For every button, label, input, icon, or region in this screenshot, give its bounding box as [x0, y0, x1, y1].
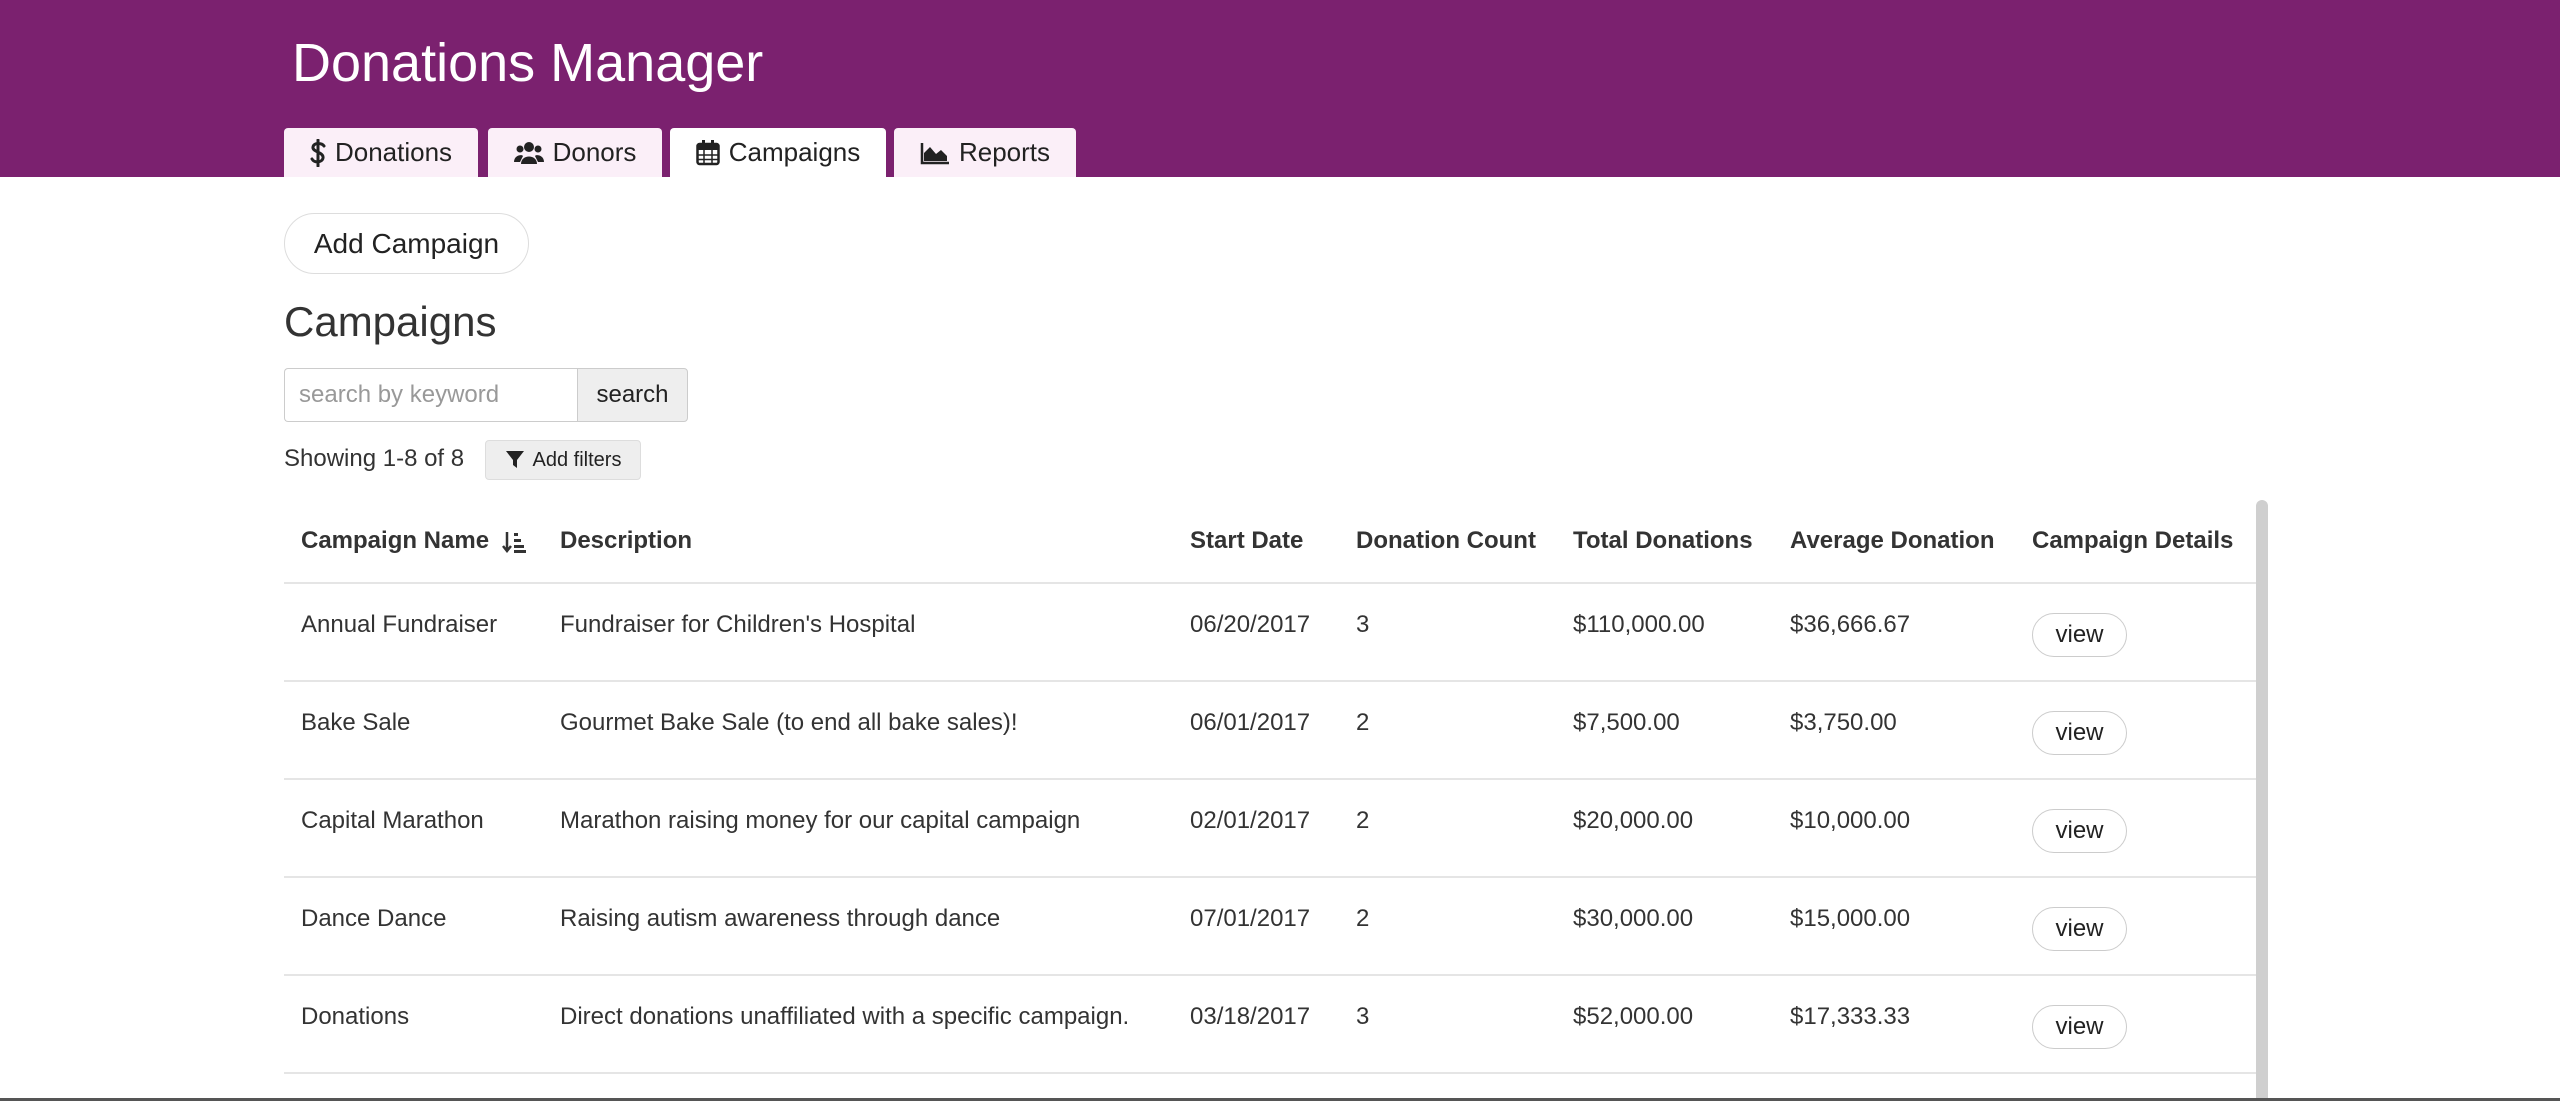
- cell-campaign-name: Donations: [301, 1003, 410, 1030]
- cell-donation-count: 3: [1356, 611, 1370, 638]
- window-bottom-edge: [0, 1098, 2560, 1101]
- results-count: Showing 1-8 of 8: [284, 445, 465, 472]
- cell-description: Direct donations unaffiliated with a spe…: [560, 1003, 1130, 1030]
- cell-donation-count: 3: [1356, 1003, 1370, 1030]
- cell-description: Fundraiser for Children's Hospital: [560, 611, 916, 638]
- cell-average-donation: $17,333.33: [1790, 1003, 1911, 1030]
- search-input[interactable]: [284, 368, 577, 422]
- tab-label: Donations: [334, 137, 453, 167]
- cell-average-donation: $15,000.00: [1790, 905, 1911, 932]
- cell-total-donations: $20,000.00: [1573, 807, 1694, 834]
- cell-average-donation: $10,000.00: [1790, 807, 1911, 834]
- calendar-icon: [695, 139, 720, 166]
- cell-campaign-name: Annual Fundraiser: [301, 611, 498, 638]
- column-header-average-donation[interactable]: Average Donation: [1790, 527, 1995, 554]
- cell-start-date: 06/01/2017: [1190, 709, 1311, 736]
- cell-campaign-name: Bake Sale: [301, 709, 411, 736]
- tab-label: Reports: [958, 137, 1051, 167]
- view-button[interactable]: view: [2032, 1005, 2127, 1049]
- column-header-start-date[interactable]: Start Date: [1190, 527, 1304, 554]
- header-divider: [284, 582, 2256, 584]
- view-button[interactable]: view: [2032, 809, 2127, 853]
- table-row: Dance Dance Raising autism awareness thr…: [284, 878, 2256, 975]
- add-filters-button[interactable]: Add filters: [485, 440, 641, 480]
- table-row: Annual Fundraiser Fundraiser for Childre…: [284, 584, 2256, 681]
- cell-start-date: 03/18/2017: [1190, 1003, 1311, 1030]
- cell-description: Gourmet Bake Sale (to end all bake sales…: [560, 709, 1018, 736]
- table-row: Capital Marathon Marathon raising money …: [284, 780, 2256, 877]
- cell-average-donation: $3,750.00: [1790, 709, 1897, 736]
- cell-start-date: 06/20/2017: [1190, 611, 1311, 638]
- page-title: Campaigns: [284, 298, 497, 345]
- table-scrollbar[interactable]: [2256, 500, 2268, 1101]
- view-button[interactable]: view: [2032, 907, 2127, 951]
- dollar-icon: [310, 138, 326, 167]
- app-header: Donations Manager Donations Donors Campa…: [0, 0, 2560, 177]
- tab-label: Donors: [552, 137, 637, 167]
- cell-total-donations: $30,000.00: [1573, 905, 1694, 932]
- tab-label: Campaigns: [728, 137, 861, 167]
- cell-start-date: 02/01/2017: [1190, 807, 1311, 834]
- row-divider: [284, 974, 2256, 976]
- column-header-campaign-details: Campaign Details: [2032, 527, 2234, 554]
- add-filters-label: Add filters: [532, 448, 622, 471]
- tab-donations[interactable]: Donations: [284, 128, 478, 177]
- cell-donation-count: 2: [1356, 807, 1370, 834]
- add-campaign-button[interactable]: Add Campaign: [284, 213, 529, 274]
- cell-total-donations: $7,500.00: [1573, 709, 1680, 736]
- cell-total-donations: $110,000.00: [1573, 611, 1705, 638]
- cell-total-donations: $52,000.00: [1573, 1003, 1694, 1030]
- table-row: Bake Sale Gourmet Bake Sale (to end all …: [284, 682, 2256, 779]
- cell-campaign-name: Capital Marathon: [301, 807, 484, 834]
- app-title: Donations Manager: [292, 33, 764, 93]
- sort-ascending-icon: [501, 530, 526, 554]
- column-header-total-donations[interactable]: Total Donations: [1573, 527, 1753, 554]
- cell-description: Raising autism awareness through dance: [560, 905, 1001, 932]
- row-divider: [284, 876, 2256, 878]
- area-chart-icon: [920, 141, 950, 165]
- column-header-description[interactable]: Description: [560, 527, 693, 554]
- filter-icon: [505, 450, 525, 470]
- search-button[interactable]: search: [577, 368, 688, 422]
- row-divider: [284, 1072, 2256, 1074]
- tab-reports[interactable]: Reports: [894, 128, 1076, 177]
- cell-start-date: 07/01/2017: [1190, 905, 1311, 932]
- users-icon: [513, 141, 544, 165]
- table-row: Donations Direct donations unaffiliated …: [284, 976, 2256, 1073]
- column-header-donation-count[interactable]: Donation Count: [1356, 527, 1536, 554]
- cell-donation-count: 2: [1356, 905, 1370, 932]
- row-divider: [284, 778, 2256, 780]
- row-divider: [284, 680, 2256, 682]
- cell-description: Marathon raising money for our capital c…: [560, 807, 1081, 834]
- view-button[interactable]: view: [2032, 613, 2127, 657]
- cell-average-donation: $36,666.67: [1790, 611, 1911, 638]
- tab-donors[interactable]: Donors: [488, 128, 662, 177]
- column-header-campaign-name[interactable]: Campaign Name: [301, 527, 526, 555]
- cell-donation-count: 2: [1356, 709, 1370, 736]
- view-button[interactable]: view: [2032, 711, 2127, 755]
- tab-campaigns[interactable]: Campaigns: [670, 128, 886, 177]
- cell-campaign-name: Dance Dance: [301, 905, 447, 932]
